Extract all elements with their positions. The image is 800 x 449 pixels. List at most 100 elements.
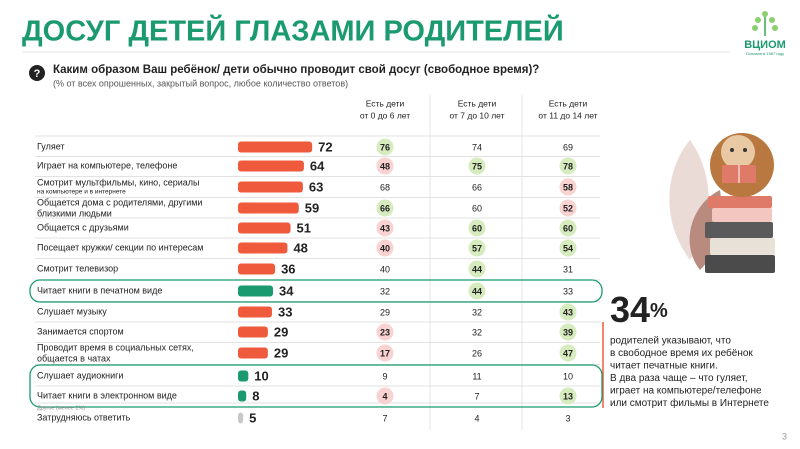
table-value: 52 — [563, 203, 573, 213]
category-label: Смотрит телевизор — [37, 263, 118, 273]
value-label: 8 — [252, 388, 259, 403]
bar — [238, 141, 313, 153]
table-value: 60 — [472, 203, 482, 213]
highlight-circle — [376, 219, 394, 237]
table-value: 44 — [472, 286, 482, 296]
table-value: 66 — [380, 203, 390, 213]
highlight-circle — [376, 239, 394, 257]
table-value: 48 — [380, 161, 390, 171]
table-value: 76 — [380, 142, 390, 152]
table-value: 17 — [380, 348, 390, 358]
table-value: 78 — [563, 161, 573, 171]
highlight-circle — [468, 219, 486, 237]
bar — [238, 347, 268, 359]
highlight-circle — [468, 157, 486, 175]
category-label: Гуляет — [37, 141, 65, 151]
bar — [238, 263, 276, 275]
column-header: от 11 до 14 лет — [538, 110, 597, 120]
highlight-circle — [559, 239, 577, 257]
table-value: 40 — [380, 264, 390, 274]
highlight-circle — [468, 282, 486, 300]
question-icon — [29, 65, 45, 81]
callout-line: В два раза чаще – что гуляет, — [610, 373, 748, 384]
value-label: 64 — [310, 158, 325, 173]
row-frame — [29, 364, 603, 408]
table-value: 54 — [563, 243, 573, 253]
callout-line: читает печатные книги. — [610, 361, 718, 372]
table-value: 58 — [563, 182, 573, 192]
value-label: 5 — [249, 410, 256, 425]
subtitle: (% от всех опрошенных, закрытый вопрос, … — [53, 78, 348, 88]
table-value: 44 — [472, 264, 482, 274]
highlight-circle — [376, 199, 394, 217]
value-label: 51 — [297, 220, 311, 235]
table-value: 60 — [472, 223, 482, 233]
illustration — [669, 133, 775, 273]
callout-line: в свободное время их ребёнок — [610, 347, 753, 359]
table-value: 60 — [563, 223, 573, 233]
table-value: 68 — [380, 182, 390, 192]
category-label: Читает книги в электронном виде — [37, 390, 177, 400]
category-label: Общается дома с родителями, другими — [37, 197, 202, 207]
table-value: 7 — [474, 391, 479, 401]
bar — [238, 181, 303, 193]
table-value: 33 — [563, 286, 573, 296]
bar — [238, 202, 299, 214]
question: Каким образом Ваш ребёнок/ дети обычно п… — [53, 64, 539, 76]
value-label: 29 — [274, 324, 288, 339]
table-value: 10 — [563, 371, 573, 381]
value-label: 10 — [254, 368, 268, 383]
column-header: Есть дети — [549, 98, 588, 108]
table-value: 31 — [563, 264, 573, 274]
table-value: 57 — [472, 243, 482, 253]
highlight-circle — [376, 344, 394, 362]
callout-number-unit: % — [650, 300, 668, 322]
callout-line: или смотрит фильмы в Интернете — [610, 397, 769, 409]
highlight-circle — [559, 323, 577, 341]
page-number: 3 — [782, 431, 787, 441]
highlight-circle — [559, 219, 577, 237]
table-value: 4 — [382, 391, 387, 401]
table-value: 75 — [472, 161, 482, 171]
row-frame — [29, 279, 603, 303]
table-value: 23 — [380, 327, 390, 337]
highlight-circle — [468, 260, 486, 278]
table-value: 9 — [382, 371, 387, 381]
category-label: Слушает аудиокниги — [37, 370, 123, 380]
value-label: 36 — [281, 261, 295, 276]
value-label: 33 — [278, 304, 292, 319]
highlight-circle — [376, 387, 394, 405]
bar — [238, 326, 268, 338]
column-header: Есть дети — [458, 98, 497, 108]
column-header: Есть дети — [366, 98, 405, 108]
table-value: 32 — [472, 307, 482, 317]
column-header: от 7 до 10 лет — [449, 110, 504, 120]
category-note: на компьютере и в интернете — [37, 189, 126, 196]
logo-icon — [752, 11, 778, 36]
logo-text: ВЦИОМ — [744, 39, 786, 51]
value-label: 63 — [309, 179, 323, 194]
bar — [238, 306, 272, 318]
table-value: 7 — [382, 413, 387, 423]
category-label: Затрудняюсь ответить — [37, 412, 131, 422]
category-label: Играет на компьютере, телефоне — [37, 160, 177, 170]
table-value: 39 — [563, 327, 573, 337]
category-label: Читает книги в печатном виде — [37, 285, 162, 295]
bar — [238, 285, 274, 297]
table-value: 40 — [380, 243, 390, 253]
bar — [238, 222, 291, 234]
bar — [238, 390, 247, 402]
highlight-circle — [468, 239, 486, 257]
category-label: Посещает кружки/ секции по интересам — [37, 242, 203, 252]
value-label: 48 — [293, 240, 307, 255]
bar — [238, 370, 249, 382]
other-note: Другое (менее 1%) — [37, 405, 85, 411]
logo-subtitle: Основан в 1987 году — [746, 51, 784, 56]
highlight-circle — [376, 323, 394, 341]
value-label: 29 — [274, 345, 288, 360]
bar — [238, 160, 304, 172]
value-label: 34 — [279, 283, 294, 298]
value-label: 72 — [318, 139, 332, 154]
